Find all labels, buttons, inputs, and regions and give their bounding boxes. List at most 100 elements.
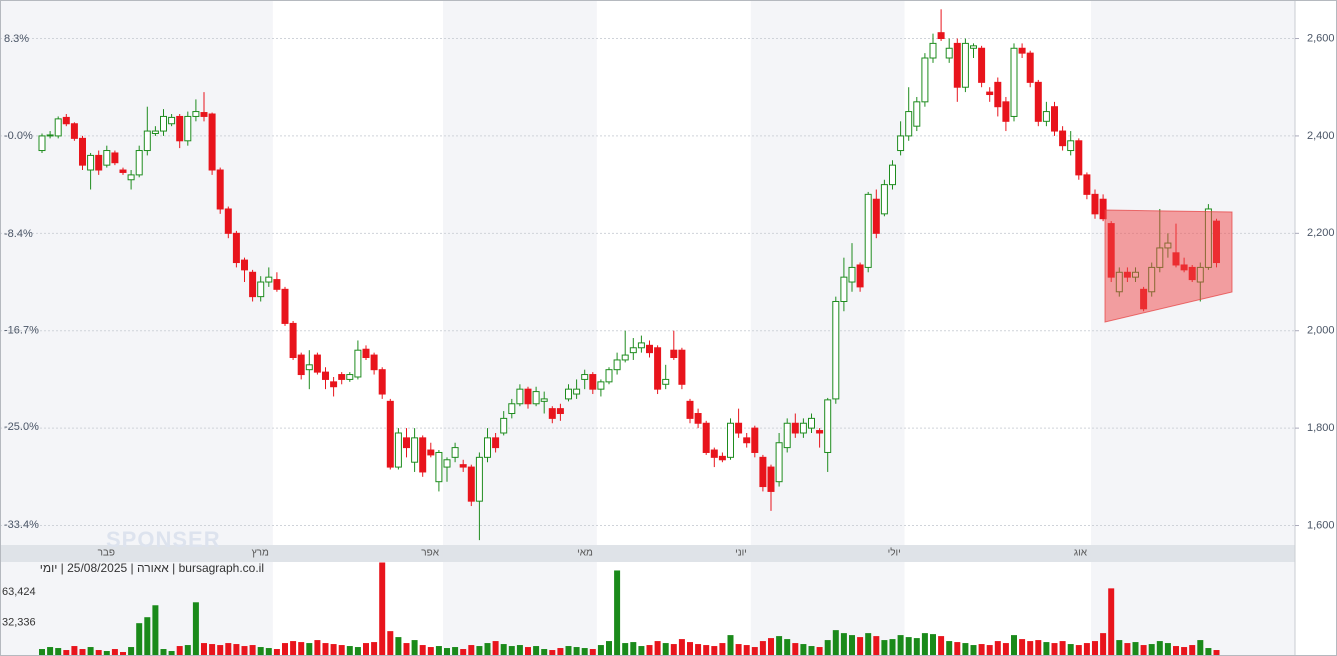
candle-body [459, 464, 467, 468]
candle-body [905, 111, 913, 137]
candle-body [184, 115, 192, 142]
volume-bar [873, 636, 880, 655]
volume-bar [120, 652, 126, 655]
month-band [596, 0, 751, 545]
candle-body [241, 259, 248, 271]
volume-bar [395, 637, 402, 655]
candle-body [1091, 193, 1099, 215]
candle-body [208, 113, 216, 171]
candle-body [500, 417, 508, 434]
month-band [272, 0, 443, 545]
month-bands [0, 0, 1295, 656]
candle-body [799, 422, 807, 434]
volume-bar [168, 651, 175, 655]
candle-body [767, 466, 775, 492]
volume-bar [808, 646, 815, 655]
volume-bar [1027, 641, 1034, 655]
volume-bar [1132, 642, 1139, 655]
volume-bar [460, 649, 467, 655]
candle-body [394, 432, 402, 468]
volume-bar [103, 651, 110, 655]
candle-body [354, 349, 362, 378]
volume-bar [95, 650, 102, 655]
x-tick-label: אפר [421, 548, 439, 559]
volume-bar [1181, 647, 1188, 655]
volume-bar [282, 643, 288, 655]
x-tick-label: מאי [577, 548, 593, 559]
watermark: SPONSER [106, 527, 221, 552]
volume-bar [1140, 645, 1147, 655]
volume-bar [47, 647, 54, 655]
volume-bar [1011, 635, 1017, 655]
volume-bar [1197, 640, 1204, 655]
volume-bar [606, 641, 612, 655]
candle-body [994, 81, 1002, 108]
month-band [1091, 562, 1295, 656]
volume-bar [905, 637, 912, 655]
y-tick-label: 1,800 [1307, 422, 1335, 434]
candle-body [816, 430, 824, 434]
candle-body [824, 399, 832, 453]
volume-bar [743, 645, 750, 655]
volume-bar [354, 647, 361, 655]
candle-body [686, 400, 694, 419]
volume-tick-label: 32,336 [2, 617, 36, 629]
volume-bar [484, 643, 491, 655]
candle-body [1099, 198, 1107, 220]
candle-body [1026, 52, 1034, 83]
volume-bar [703, 645, 710, 655]
volume-bar [330, 644, 337, 655]
volume-bar [1035, 640, 1042, 655]
candle-body [427, 449, 435, 456]
candle-body [556, 408, 564, 415]
candle-body [168, 116, 176, 125]
volume-bar [1067, 644, 1074, 655]
volume-bar [792, 643, 799, 655]
volume-bar [39, 649, 45, 655]
volume-bar [1043, 642, 1050, 655]
candle-body [864, 193, 872, 268]
month-band [443, 562, 597, 656]
volume-bar [727, 635, 734, 655]
x-tick-label: יולי [888, 547, 901, 559]
candle-body [200, 112, 208, 117]
candle-body [338, 374, 346, 380]
candle-body [848, 266, 856, 283]
volume-bar [994, 641, 1001, 655]
volume-bar [549, 650, 556, 655]
candle-body [662, 378, 670, 385]
volume-bar [889, 639, 896, 655]
volume-bar [1164, 643, 1171, 655]
volume-bar [776, 636, 783, 655]
volume-bar [136, 623, 143, 655]
month-band [0, 0, 273, 545]
volume-bar [338, 645, 345, 655]
volume-bar [1100, 633, 1107, 655]
volume-bar [387, 631, 394, 655]
volume-bar [1092, 641, 1098, 655]
candle-body [961, 42, 969, 88]
candle-body [313, 354, 321, 373]
volume-bar [711, 646, 718, 655]
volume-bar [824, 640, 831, 655]
volume-bar [184, 645, 191, 655]
x-tick-label: אוג [1074, 548, 1088, 559]
candle-body [840, 276, 848, 303]
candle-body [111, 152, 119, 164]
candle-body [889, 164, 896, 186]
y2-tick-label: -25.0% [4, 421, 39, 433]
volume-bar [152, 605, 159, 655]
volume-bar [144, 617, 151, 655]
candle-body [322, 371, 329, 380]
candle-body [484, 437, 491, 458]
volume-bar [298, 642, 305, 655]
candle-body [232, 232, 240, 264]
candle-body [297, 354, 305, 376]
candle-body [224, 208, 232, 234]
volume-bar [751, 647, 758, 655]
volume-bar [290, 641, 297, 655]
volume-bar [589, 649, 596, 655]
volume-bar [614, 570, 621, 655]
candle-body [87, 154, 95, 171]
volume-bar [225, 643, 232, 655]
